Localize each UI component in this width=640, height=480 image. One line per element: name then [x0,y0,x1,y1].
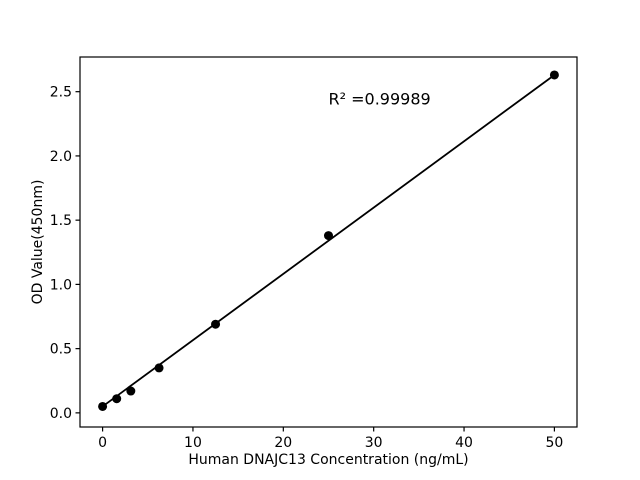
y-tick-label: 2.5 [50,85,72,101]
data-point [112,394,122,404]
data-point [324,231,333,241]
x-axis-label: Human DNAJC13 Concentration (ng/mL) [188,452,468,468]
r-squared-annotation: R² =0.99989 [329,90,431,109]
fit-line [101,74,556,408]
x-tick-label: 0 [98,435,107,451]
data-point [549,70,559,80]
data-point [126,386,136,396]
y-tick-label: 2.0 [50,149,72,165]
y-axis-label: OD Value(450nm) [30,180,46,305]
data-point [211,319,221,329]
x-tick-label: 10 [184,435,202,451]
data-point [98,401,108,411]
y-tick-label: 0.5 [50,342,72,358]
x-tick-label: 40 [455,435,473,451]
y-tick-label: 1.5 [50,213,72,229]
y-tick-label: 1.0 [50,277,72,293]
x-tick-label: 30 [365,435,383,451]
data-point [154,363,164,373]
y-tick-label: 0.0 [50,406,72,422]
x-tick-label: 50 [545,435,563,451]
chart-layers: 0 10 20 30 40 50 0.0 0.5 1.0 1.5 2.0 2.5 [50,56,578,451]
x-tick-label: 20 [274,435,292,451]
plot-frame [79,56,578,428]
